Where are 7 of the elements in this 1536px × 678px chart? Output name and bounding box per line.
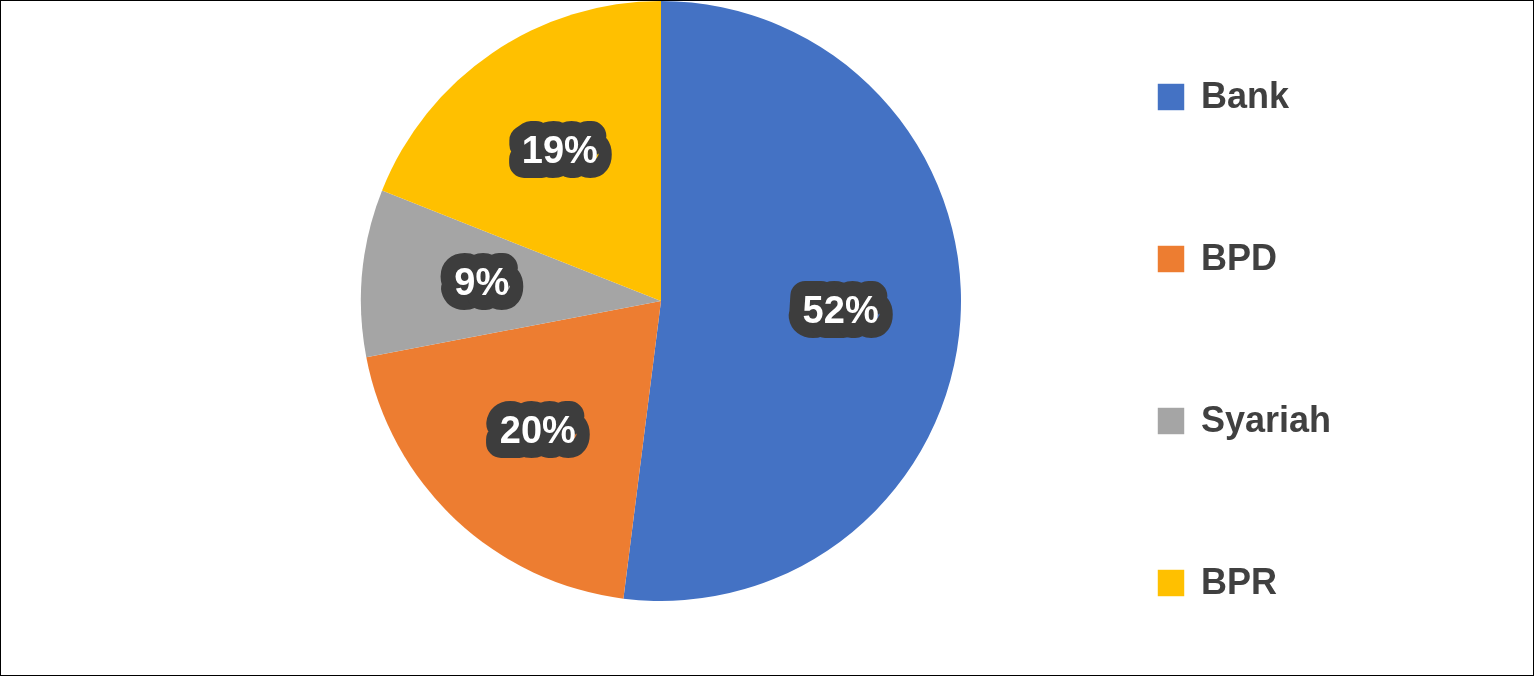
legend-label: BPD [1201, 237, 1278, 278]
pie-slice [382, 1, 661, 301]
legend-label: Syariah [1201, 399, 1332, 440]
pie-slice [366, 301, 661, 599]
pie-slice [623, 1, 961, 601]
legend-label: Bank [1201, 75, 1291, 116]
legend-label: BPR [1201, 561, 1278, 602]
